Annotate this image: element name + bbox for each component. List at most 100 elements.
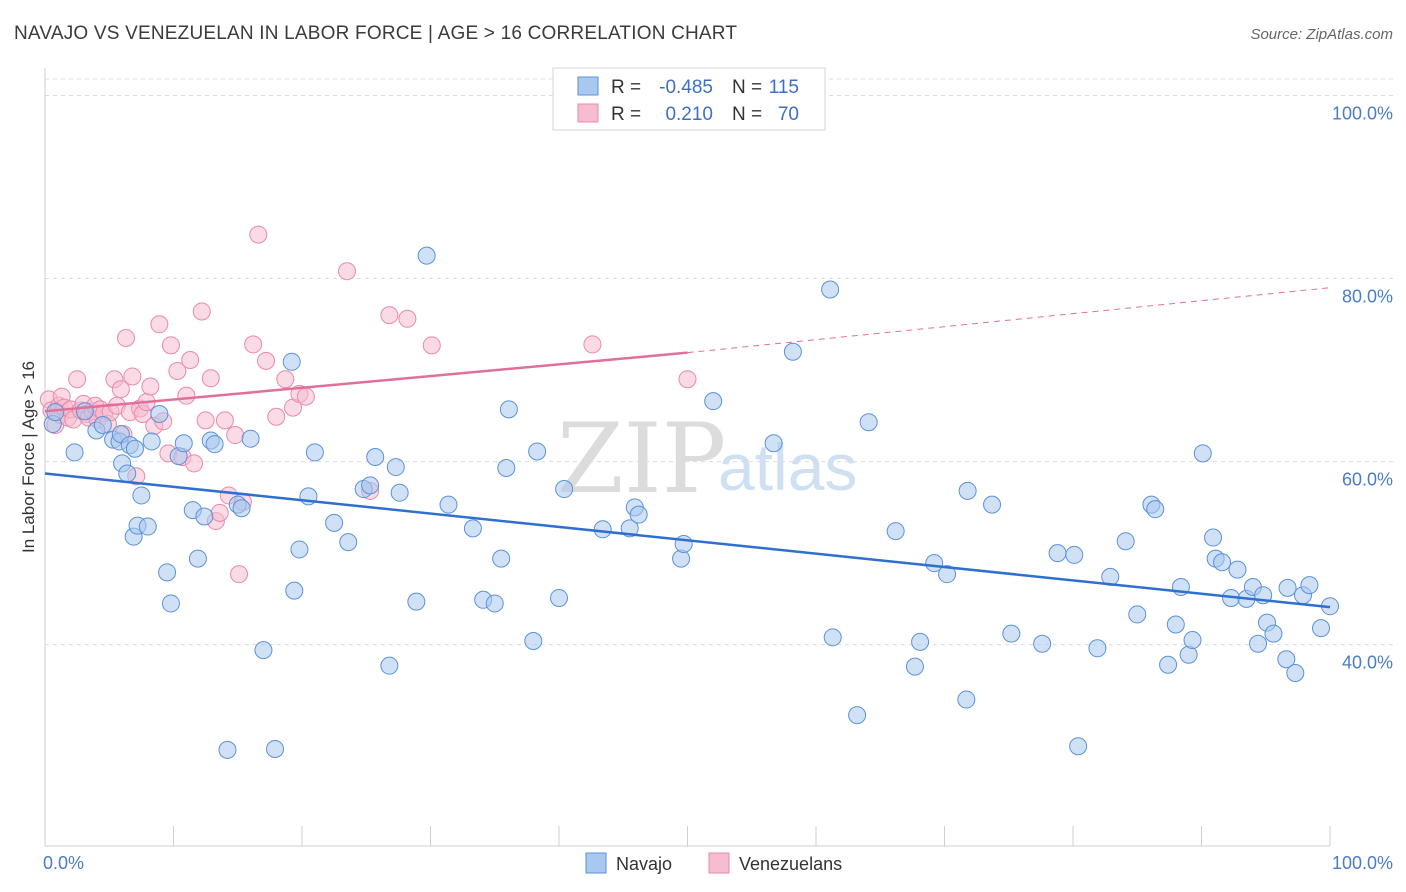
venezuelans-point: [267, 407, 286, 426]
navajo-point: [142, 432, 161, 451]
navajo-point: [821, 280, 840, 299]
venezuelans-point: [168, 361, 187, 380]
y-tick-labels: 40.0% 60.0% 80.0% 100.0%: [1332, 103, 1393, 672]
navajo-point: [339, 533, 358, 552]
grid-layer: [45, 78, 1394, 646]
navajo-point: [1002, 624, 1021, 643]
navajo-point: [158, 563, 177, 582]
navajo-series: [43, 246, 1339, 759]
navajo-point: [132, 486, 151, 505]
legend-n-label-venezuelans: N =: [732, 104, 762, 125]
navajo-point: [1264, 624, 1283, 643]
venezuelans-point: [422, 336, 441, 355]
venezuelans-point: [185, 454, 204, 473]
navajo-point: [417, 246, 436, 265]
watermark-zip: ZIP: [557, 403, 726, 515]
navajo-point: [1116, 532, 1135, 551]
navajo-point: [1128, 605, 1147, 624]
navajo-point: [174, 434, 193, 453]
venezuelans-point: [161, 336, 180, 355]
navajo-point: [764, 434, 783, 453]
venezuelans-point: [111, 380, 130, 399]
navajo-point: [366, 448, 385, 466]
series-legend-swatch-venezuelans: [708, 852, 730, 874]
navajo-point: [1048, 544, 1067, 563]
navajo-point: [492, 549, 511, 568]
venezuelans-trend-line: [44, 351, 688, 413]
navajo-point: [65, 443, 84, 462]
venezuelans-point: [181, 350, 200, 369]
venezuelans-point: [141, 377, 160, 396]
navajo-point: [282, 352, 301, 371]
legend-r-value-navajo: -0.485: [659, 77, 713, 98]
series-legend-label-venezuelans: Venezuelans: [739, 854, 842, 874]
navajo-point: [859, 413, 878, 432]
venezuelans-point: [337, 262, 356, 281]
navajo-point: [1159, 655, 1178, 674]
navajo-point: [1033, 634, 1052, 653]
navajo-point: [1146, 500, 1165, 519]
navajo-point: [783, 342, 802, 361]
y-tick-label: 100.0%: [1332, 103, 1393, 123]
navajo-point: [555, 480, 574, 499]
navajo-point: [75, 402, 94, 421]
venezuelans-point: [226, 426, 245, 445]
navajo-point: [305, 443, 324, 462]
navajo-point: [150, 404, 169, 423]
venezuelans-point: [257, 351, 276, 370]
navajo-point: [497, 458, 516, 477]
navajo-point: [241, 429, 260, 448]
legend-n-value-venezuelans: 70: [778, 104, 799, 125]
navajo-point: [1193, 444, 1212, 463]
navajo-point: [407, 592, 426, 611]
venezuelans-trend-extension: [687, 287, 1331, 354]
navajo-point: [672, 549, 691, 568]
venezuelans-point: [276, 370, 295, 389]
venezuelans-point: [583, 335, 602, 354]
navajo-point: [380, 656, 399, 675]
navajo-trend-line: [44, 472, 1331, 609]
navajo-point: [290, 540, 309, 559]
navajo-point: [550, 588, 568, 607]
venezuelans-point: [380, 306, 399, 325]
x-ticks: [44, 826, 1331, 846]
navajo-point: [1249, 634, 1268, 653]
venezuelans-point: [196, 411, 215, 430]
navajo-point: [1065, 545, 1084, 564]
venezuelans-point: [398, 309, 417, 328]
navajo-point: [823, 628, 842, 647]
navajo-point: [1069, 737, 1088, 756]
venezuelans-point: [177, 386, 196, 405]
navajo-point: [266, 739, 285, 758]
navajo-point: [118, 464, 137, 483]
navajo-point: [1277, 650, 1296, 669]
navajo-point: [93, 415, 112, 434]
legend-r-label-navajo: R =: [611, 77, 641, 98]
series-legend-label-navajo: Navajo: [616, 854, 672, 874]
y-axis-label: In Labor Force | Age > 16: [19, 361, 38, 553]
watermark-atlas: atlas: [718, 430, 857, 504]
navajo-point: [125, 439, 144, 458]
legend-n-value-navajo: 115: [769, 77, 799, 98]
navajo-point: [499, 400, 518, 419]
venezuelans-point: [123, 367, 142, 386]
navajo-point: [1312, 619, 1331, 638]
navajo-point: [1166, 615, 1185, 634]
navajo-point: [205, 435, 224, 454]
navajo-point: [704, 392, 723, 411]
navajo-point: [528, 442, 547, 461]
navajo-point: [390, 483, 409, 502]
y-tick-label: 40.0%: [1342, 653, 1393, 673]
venezuelans-point: [150, 315, 169, 334]
navajo-point: [188, 549, 207, 568]
navajo-point: [983, 495, 1002, 514]
navajo-point: [886, 522, 905, 541]
navajo-point: [1213, 553, 1232, 572]
watermark: ZIP atlas: [557, 403, 857, 515]
navajo-point: [138, 517, 157, 536]
navajo-point: [958, 481, 977, 500]
navajo-point: [674, 534, 693, 553]
navajo-point: [386, 458, 405, 477]
